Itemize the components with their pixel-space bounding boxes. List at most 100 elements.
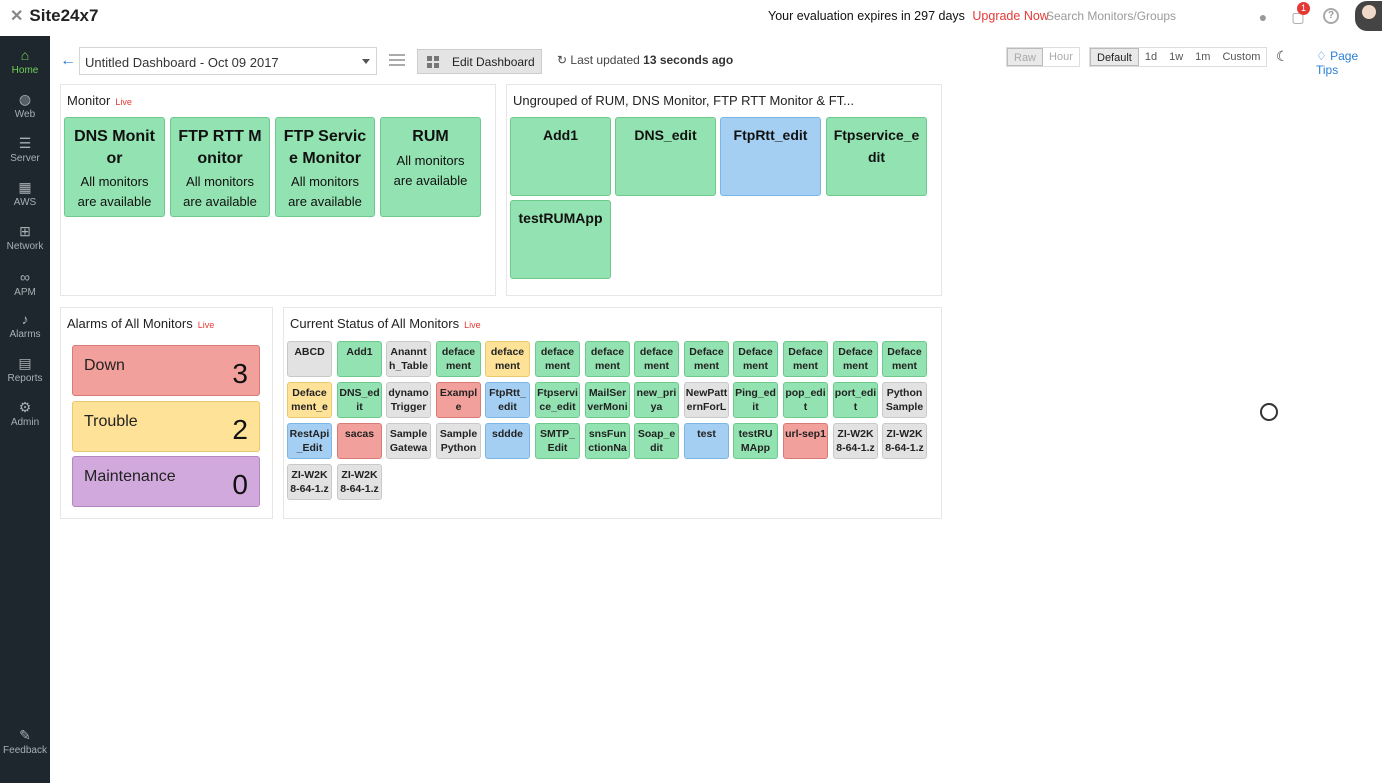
status-tile[interactable]: pop_edi t xyxy=(783,382,828,418)
sidebar-item-network[interactable]: ⊞ Network xyxy=(0,223,50,252)
sidebar-item-apm[interactable]: ∞ APM xyxy=(0,269,50,298)
status-tile[interactable]: ZI-W2K 8-64-1.z xyxy=(287,464,332,500)
monitor-tile[interactable]: testRUMApp xyxy=(510,200,611,279)
tile-name: ment xyxy=(742,360,769,372)
aws-icon: ▦ xyxy=(18,179,32,195)
range-1w[interactable]: 1w xyxy=(1169,51,1184,63)
evaluation-notice: Your evaluation expires in 297 days Upgr… xyxy=(768,9,1049,23)
refresh-icon[interactable]: ↻ xyxy=(557,53,568,67)
sidebar-item-label: Alarms xyxy=(9,329,41,340)
mode-raw[interactable]: Raw xyxy=(1007,48,1044,66)
page-tips-link[interactable]: ♢ Page Tips xyxy=(1316,49,1382,77)
status-tile[interactable]: sacas xyxy=(337,423,382,459)
status-tile[interactable]: Sample Gatewa xyxy=(386,423,431,459)
status-tile[interactable]: Deface ment xyxy=(783,341,828,377)
status-tile[interactable]: port_edi t xyxy=(833,382,878,418)
status-tile[interactable]: MailSer verMoni xyxy=(585,382,630,418)
sidebar-item-alarms[interactable]: ♪ Alarms xyxy=(0,311,50,340)
sidebar: ⌂ Home ◍ Web ☰ Server ▦ AWS ⊞ Network ∞ … xyxy=(0,36,50,783)
status-tile[interactable]: FtpRtt_ edit xyxy=(485,382,530,418)
status-tile[interactable]: Ping_ed it xyxy=(733,382,778,418)
status-tile[interactable]: test xyxy=(684,423,729,459)
tile-name: ZI-W2K xyxy=(341,469,378,481)
monitor-tile[interactable]: RUM All monitors are available xyxy=(380,117,481,217)
tile-name: 8-64-1.z xyxy=(290,483,329,495)
monitor-tile[interactable]: Add1 xyxy=(510,117,611,196)
status-tile[interactable]: deface ment xyxy=(535,341,580,377)
status-tile[interactable]: Deface ment xyxy=(733,341,778,377)
sidebar-item-aws[interactable]: ▦ AWS xyxy=(0,179,50,208)
help-icon[interactable]: ? xyxy=(1323,8,1339,24)
status-tile[interactable]: ZI-W2K 8-64-1.z xyxy=(833,423,878,459)
status-tile[interactable]: new_pri ya xyxy=(634,382,679,418)
monitor-tile[interactable]: DNS_edit xyxy=(615,117,716,196)
status-tile[interactable]: ZI-W2K 8-64-1.z xyxy=(337,464,382,500)
sidebar-item-label: Server xyxy=(10,153,40,164)
tile-name: it xyxy=(356,401,363,413)
status-tile[interactable]: deface ment xyxy=(585,341,630,377)
sidebar-item-label: Home xyxy=(11,65,39,76)
status-tile[interactable]: Ftpservi ce_edit xyxy=(535,382,580,418)
monitor-tile[interactable]: FTP Servic e Monitor All monitors are avai… xyxy=(275,117,375,217)
monitor-tile[interactable]: FtpRtt_edit xyxy=(720,117,821,196)
tile-status: All monitors xyxy=(291,174,359,189)
status-tile[interactable]: deface ment xyxy=(436,341,481,377)
monitor-tile[interactable]: DNS Monit or All monitors are available xyxy=(64,117,165,217)
sidebar-item-home[interactable]: ⌂ Home xyxy=(0,47,50,76)
mode-hour[interactable]: Hour xyxy=(1049,51,1073,63)
status-tile[interactable]: Deface ment xyxy=(882,341,927,377)
alarm-maintenance[interactable]: Maintenance 0 xyxy=(72,456,260,507)
status-tile[interactable]: Sample Python xyxy=(436,423,481,459)
site24x7-logo[interactable]: ✕ Site24x7 xyxy=(10,6,98,26)
moon-icon[interactable]: ☾ xyxy=(1276,48,1289,64)
list-menu-icon[interactable] xyxy=(389,54,405,69)
chat-icon[interactable]: ● xyxy=(1258,9,1268,25)
status-tile[interactable]: deface ment xyxy=(485,341,530,377)
status-tile[interactable]: snsFun ctionNa xyxy=(585,423,630,459)
status-tile[interactable]: Deface ment xyxy=(833,341,878,377)
status-tile[interactable]: deface ment xyxy=(634,341,679,377)
sidebar-item-admin[interactable]: ⚙ Admin xyxy=(0,399,50,428)
back-arrow-icon[interactable]: ← xyxy=(60,52,76,69)
tile-name: _Edit xyxy=(296,442,323,454)
status-tile[interactable]: Deface ment_e xyxy=(287,382,332,418)
status-tile[interactable]: SMTP_ Edit xyxy=(535,423,580,459)
status-tile[interactable]: Anannt h_Table xyxy=(386,341,431,377)
tile-status: are available xyxy=(393,173,468,188)
status-tile[interactable]: Deface ment xyxy=(684,341,729,377)
status-tile[interactable]: Soap_e dit xyxy=(634,423,679,459)
sidebar-item-reports[interactable]: ▤ Reports xyxy=(0,355,50,384)
status-tile[interactable]: Add1 xyxy=(337,341,382,377)
status-tile[interactable]: url-sep1 xyxy=(783,423,828,459)
status-tile[interactable]: Python Sample xyxy=(882,382,927,418)
status-tile[interactable]: ZI-W2K 8-64-1.z xyxy=(882,423,927,459)
status-tile[interactable]: sddde xyxy=(485,423,530,459)
range-custom[interactable]: Custom xyxy=(1222,51,1261,63)
range-1d[interactable]: 1d xyxy=(1144,51,1158,63)
sidebar-item-feedback[interactable]: ✎ Feedback xyxy=(0,727,50,756)
alarm-trouble[interactable]: Trouble 2 xyxy=(72,401,260,452)
monitor-tile[interactable]: FTP RTT M onitor All monitors are availabl… xyxy=(170,117,270,217)
edit-dashboard-button[interactable]: Edit Dashboard xyxy=(417,49,542,74)
tile-name: sacas xyxy=(344,428,375,440)
status-tile[interactable]: Exampl e xyxy=(436,382,481,418)
tile-name: Python xyxy=(886,387,923,399)
status-tile[interactable]: dynamo Trigger xyxy=(386,382,431,418)
search-input[interactable]: Search Monitors/Groups xyxy=(1046,9,1177,23)
dashboard-select[interactable]: Untitled Dashboard - Oct 09 2017 xyxy=(79,47,377,75)
tile-name: onitor xyxy=(197,150,243,167)
sidebar-item-web[interactable]: ◍ Web xyxy=(0,91,50,120)
status-tile[interactable]: NewPatt ernForL xyxy=(684,382,729,418)
monitor-tile[interactable]: Ftpservice_e dit xyxy=(826,117,927,196)
range-1m[interactable]: 1m xyxy=(1195,51,1211,63)
alarm-down[interactable]: Down 3 xyxy=(72,345,260,396)
sidebar-item-server[interactable]: ☰ Server xyxy=(0,135,50,164)
tile-name: Deface xyxy=(292,387,327,399)
status-tile[interactable]: RestApi _Edit xyxy=(287,423,332,459)
status-tile[interactable]: testRU MApp xyxy=(733,423,778,459)
status-tile[interactable]: ABCD xyxy=(287,341,332,377)
range-default[interactable]: Default xyxy=(1090,48,1139,66)
status-tile[interactable]: DNS_ed it xyxy=(337,382,382,418)
upgrade-now-link[interactable]: Upgrade Now xyxy=(972,9,1049,23)
avatar[interactable] xyxy=(1355,1,1382,31)
